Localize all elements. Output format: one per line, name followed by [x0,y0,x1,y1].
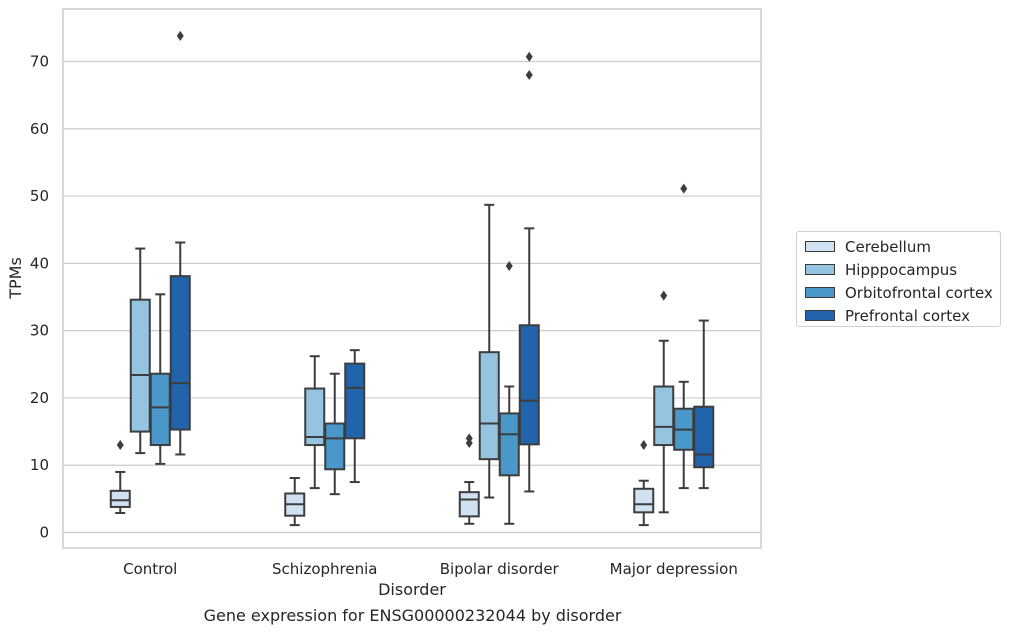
box-orbitofrontal-cortex [673,183,695,490]
box-iqr [498,412,520,477]
legend-label: Cerebellum [845,237,931,256]
legend: Cerebellum Hipppocampus Orbitofrontal co… [796,231,1001,327]
y-axis-ticks: 0 10 20 30 40 50 60 70 [30,52,49,541]
outlier-point [525,69,533,80]
y-tick-label: 60 [30,120,49,138]
outlier-point [116,440,124,451]
box-prefrontal-cortex [169,30,191,456]
y-tick-label: 30 [30,322,49,340]
box-orbitofrontal-cortex [149,293,171,465]
legend-item: Cerebellum [805,235,1000,258]
outlier-point [505,261,513,272]
box-orbitofrontal-cortex [498,261,520,525]
box-iqr [324,422,346,471]
box-iqr [693,405,715,469]
box-iqr [109,489,131,508]
box-iqr [478,351,500,461]
box-cerebellum [284,477,306,527]
legend-swatch-orbitofrontal [805,287,835,298]
legend-label: Hipppocampus [845,260,958,279]
x-axis-label: Disorder [378,580,446,599]
box-iqr [129,298,151,433]
box-iqr [653,385,675,447]
y-tick-label: 40 [30,254,49,272]
outlier-point [640,440,648,451]
box-iqr [344,362,366,440]
outlier-point [176,30,184,41]
legend-item: Prefrontal cortex [805,304,1000,327]
chart-caption: Gene expression for ENSG00000232044 by d… [203,606,622,625]
box-cerebellum [109,440,131,515]
outlier-point [680,183,688,194]
legend-swatch-hippocampus [805,264,835,275]
legend-label: Orbitofrontal cortex [845,283,993,302]
x-tick-label: Bipolar disorder [440,560,560,578]
outlier-point [525,51,533,62]
x-tick-label: Schizophrenia [272,560,377,578]
legend-swatch-cerebellum [805,241,835,252]
x-tick-label: Major depression [610,560,738,578]
gridlines [63,60,761,534]
x-tick-label: Control [123,560,177,578]
legend-label: Prefrontal cortex [845,306,970,325]
y-tick-label: 70 [30,52,49,70]
box-cerebellum [633,440,655,527]
box-orbitofrontal-cortex [324,372,346,496]
outlier-point [465,433,473,444]
box-hipppocampus [304,355,326,490]
box-series [109,30,715,527]
box-iqr [633,487,655,514]
box-prefrontal-cortex [518,51,540,493]
y-tick-label: 50 [30,187,49,205]
legend-item: Orbitofrontal cortex [805,281,1000,304]
y-tick-label: 20 [30,389,49,407]
box-iqr [169,275,191,431]
plot-frame [62,8,762,549]
box-iqr [518,324,540,446]
legend-item: Hipppocampus [805,258,1000,281]
box-hipppocampus [478,203,500,499]
y-axis-label: TPMs [6,257,25,300]
box-iqr [304,387,326,447]
legend-swatch-prefrontal [805,310,835,321]
box-cerebellum [458,433,480,525]
box-iqr [458,491,480,518]
outlier-point [660,290,668,301]
box-prefrontal-cortex [344,349,366,484]
box-hipppocampus [129,247,151,455]
y-tick-label: 10 [30,456,49,474]
box-iqr [149,372,171,447]
box-hipppocampus [653,290,675,514]
box-prefrontal-cortex [693,319,715,490]
x-axis-ticks: Control Schizophrenia Bipolar disorder Majo… [123,560,738,578]
y-tick-label: 0 [39,524,49,542]
